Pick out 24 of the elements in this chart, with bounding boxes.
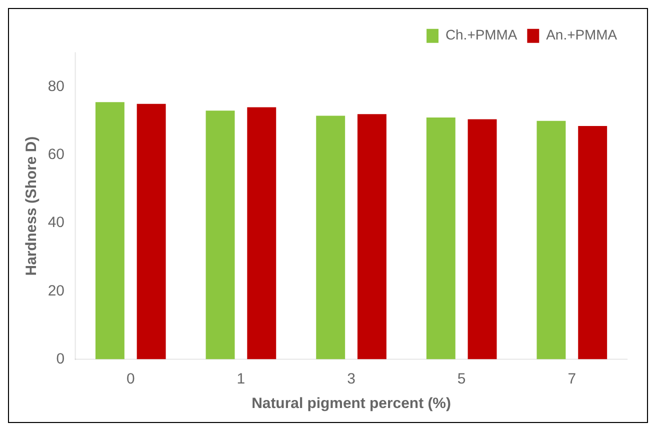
x-tick-label: 7	[568, 370, 576, 388]
bar	[316, 116, 346, 360]
bar	[426, 117, 456, 360]
x-tick-label: 3	[347, 370, 356, 388]
x-tick-label: 5	[457, 370, 466, 388]
bar	[95, 102, 124, 360]
y-tick-label: 60	[48, 146, 65, 164]
bar	[468, 119, 497, 360]
bar	[536, 120, 566, 360]
x-tick-label: 1	[236, 370, 246, 388]
y-tick-label: 80	[48, 78, 65, 95]
bar	[247, 107, 276, 360]
y-tick-label: 0	[56, 350, 65, 368]
x-axis-title: Natural pigment percent (%)	[252, 395, 451, 412]
bar	[136, 104, 166, 360]
bar	[578, 126, 608, 360]
x-tick-label: 0	[126, 370, 135, 388]
bar	[206, 110, 235, 360]
legend-label: An.+PMMA	[546, 26, 618, 43]
legend-label: Ch.+PMMA	[445, 26, 518, 43]
y-tick-label: 20	[48, 282, 65, 300]
y-tick-label: 40	[48, 214, 65, 232]
bar	[357, 114, 386, 360]
y-axis-title: Hardness (Shore D)	[23, 136, 40, 276]
